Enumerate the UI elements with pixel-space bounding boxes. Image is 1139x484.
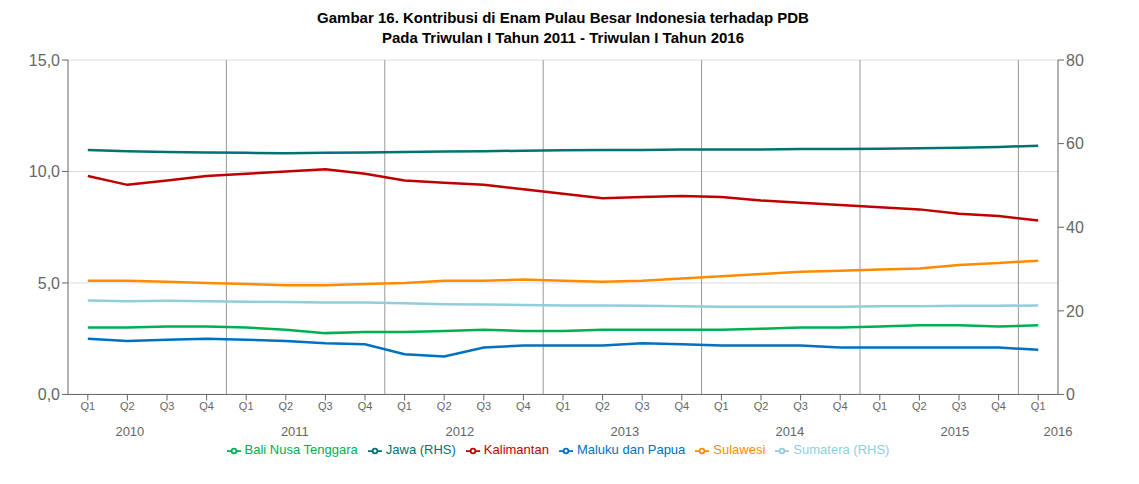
svg-text:80: 80 (1066, 52, 1084, 69)
svg-text:0: 0 (1066, 386, 1075, 403)
svg-text:0,0: 0,0 (38, 386, 60, 403)
svg-text:Q1: Q1 (80, 400, 95, 412)
html-text:Kalimantan: Kalimantan (483, 442, 549, 458)
svg-text:Q1: Q1 (714, 400, 729, 412)
svg-text:Q3: Q3 (476, 400, 491, 412)
svg-text:Q1: Q1 (397, 400, 412, 412)
svg-text:Q4: Q4 (516, 400, 531, 412)
svg-text:2012: 2012 (445, 424, 474, 439)
svg-text:Q3: Q3 (793, 400, 808, 412)
svg-text:2014: 2014 (775, 424, 804, 439)
svg-text:15,0: 15,0 (29, 52, 60, 69)
svg-text:20: 20 (1066, 303, 1084, 320)
svg-text:Q4: Q4 (199, 400, 214, 412)
svg-text:Q1: Q1 (556, 400, 571, 412)
svg-text:Q4: Q4 (991, 400, 1006, 412)
html-text:Pada Triwulan I Tahun 2011 - T: Pada Triwulan I Tahun 2011 - Triwulan I … (382, 29, 744, 46)
svg-text:2010: 2010 (115, 424, 144, 439)
svg-text:Q4: Q4 (358, 400, 373, 412)
svg-text:Q2: Q2 (912, 400, 927, 412)
svg-text:Q4: Q4 (674, 400, 689, 412)
svg-text:Q4: Q4 (833, 400, 848, 412)
svg-text:Q2: Q2 (595, 400, 610, 412)
svg-text:Q1: Q1 (872, 400, 887, 412)
svg-text:Q2: Q2 (278, 400, 293, 412)
svg-text:Q2: Q2 (754, 400, 769, 412)
svg-text:2015: 2015 (940, 424, 969, 439)
svg-text:2016: 2016 (1044, 424, 1073, 439)
html-text:Jawa (RHS): Jawa (RHS) (385, 442, 456, 458)
html-text:Gambar 16. Kontribusi di Enam: Gambar 16. Kontribusi di Enam Pulau Besa… (317, 9, 809, 26)
svg-text:5,0: 5,0 (38, 275, 60, 292)
html-text:Sulawesi: Sulawesi (713, 442, 766, 458)
svg-text:2011: 2011 (281, 424, 309, 439)
svg-text:Q3: Q3 (160, 400, 175, 412)
svg-text:Q3: Q3 (635, 400, 650, 412)
svg-text:10,0: 10,0 (29, 163, 60, 180)
svg-text:Q1: Q1 (1031, 400, 1046, 412)
svg-text:60: 60 (1066, 135, 1084, 152)
html-text:Bali Nusa Tenggara: Bali Nusa Tenggara (244, 442, 358, 458)
svg-text:Q1: Q1 (239, 400, 254, 412)
svg-text:Q3: Q3 (952, 400, 967, 412)
html-text:Sumatera (RHS): Sumatera (RHS) (793, 442, 890, 458)
svg-text:Q3: Q3 (318, 400, 333, 412)
html-text:Maluku dan Papua: Maluku dan Papua (576, 442, 686, 458)
svg-text:2013: 2013 (610, 424, 639, 439)
svg-text:40: 40 (1066, 219, 1084, 236)
svg-text:Q2: Q2 (120, 400, 135, 412)
svg-text:Q2: Q2 (437, 400, 452, 412)
